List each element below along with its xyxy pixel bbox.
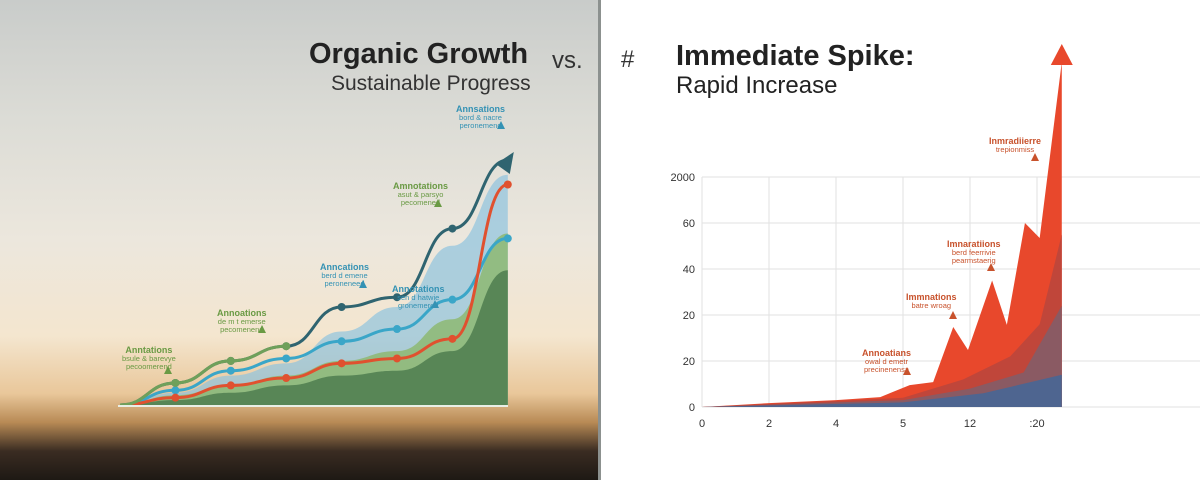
data-point <box>171 393 180 402</box>
data-point <box>226 366 235 375</box>
annotation-marker-icon <box>431 300 439 308</box>
right-annotation: Immnations batre wroag <box>906 292 957 310</box>
left-subtitle: Sustainable Progress <box>331 72 531 95</box>
annotation-text: pecoomerend <box>125 362 172 371</box>
x-tick-label: 5 <box>900 418 906 430</box>
area-band-2 <box>120 270 508 405</box>
data-point <box>503 180 512 189</box>
annotation-marker-icon <box>497 121 505 129</box>
annotation-text: bsule & barevye <box>122 354 176 363</box>
annotation-title: Amnotations <box>393 181 448 191</box>
annotation-text: bord & nacre <box>459 113 502 122</box>
annotation-marker-icon <box>359 280 367 288</box>
annotation-title: Annotations <box>392 284 445 294</box>
annotation-marker-icon <box>949 311 957 319</box>
annotation-text: pearmstaerig <box>951 256 996 265</box>
left-annotation: Annoations de m t emerse pecomenend <box>217 308 267 334</box>
area-band-1 <box>120 233 508 405</box>
annotation-text: pecomenend <box>220 325 264 334</box>
data-point <box>448 224 457 233</box>
right-annotation: Imnaratiions berd feerrivie pearmstaerig <box>947 239 1001 265</box>
data-point <box>503 234 512 243</box>
annotation-title: Annoations <box>217 308 267 318</box>
annotation-marker-icon <box>1031 153 1039 161</box>
right-annotation: Inmradiierre trepionmiss <box>989 136 1041 154</box>
annotation-text: owal d emetr <box>865 357 908 366</box>
data-point <box>393 325 401 334</box>
left-annotation: Amnotations asut & parsyo pecomened <box>393 181 448 207</box>
annotation-text: peronemend <box>459 121 502 130</box>
y-tick-label: 0 <box>689 402 695 414</box>
annotation-title: Annoatians <box>862 348 912 358</box>
annotation-marker-icon <box>903 367 911 375</box>
panel-divider <box>598 0 601 480</box>
data-point <box>282 354 291 363</box>
left-title: Organic Growth <box>309 38 529 70</box>
organic-growth-chart <box>118 152 514 407</box>
annotation-text: batre wroag <box>911 301 952 310</box>
left-annotation: Anncations berd d emene peroneneed <box>320 262 369 288</box>
annotation-text: asut & parsyo <box>397 190 444 199</box>
annotation-text: pecomened <box>400 198 441 207</box>
annotation-title: Annsations <box>456 104 506 114</box>
data-point <box>226 381 235 390</box>
data-point <box>448 295 457 304</box>
spike-area-3 <box>702 374 1062 407</box>
annotation-text: peroneneed <box>324 279 365 288</box>
annotation-text: berd feerrivie <box>951 248 996 257</box>
annotation-title: Imnaratiions <box>947 239 1001 249</box>
annotation-text: precinenensa <box>863 365 910 374</box>
annotation-text: sen d hatwie <box>397 293 440 302</box>
hash-symbol: # <box>621 46 635 73</box>
arrow-head-icon <box>495 152 514 174</box>
right-subtitle: Rapid Increase <box>676 72 838 99</box>
data-point <box>337 303 346 311</box>
data-point <box>171 386 180 395</box>
left-annotation: Annotations sen d hatwie gronemered <box>392 284 445 310</box>
data-point <box>282 374 291 383</box>
annotation-title: Immnations <box>906 292 957 302</box>
data-point <box>171 378 180 387</box>
left-annotation: Annsations bord & nacre peronemend <box>456 104 505 130</box>
right-title: Immediate Spike: <box>676 40 915 72</box>
vs-separator: vs. <box>552 47 583 74</box>
data-point <box>337 359 346 368</box>
arrow-head-icon <box>1050 44 1073 65</box>
series-line-2 <box>119 183 509 407</box>
annotation-marker-icon <box>164 366 172 374</box>
y-tick-label: 2000 <box>671 172 695 184</box>
annotation-title: Inmradiierre <box>989 136 1042 146</box>
annotation-title: Anncations <box>320 262 370 272</box>
data-point <box>226 356 235 365</box>
annotation-text: trepionmiss <box>995 145 1035 154</box>
data-point <box>282 342 291 351</box>
right-annotation: Annoatians owal d emetr precinenensa <box>862 348 911 374</box>
left-annotation: Anntations bsule & barevye pecoomerend <box>122 345 176 371</box>
series-line-3 <box>119 344 287 407</box>
data-point <box>448 334 457 343</box>
data-point <box>393 293 401 302</box>
data-point <box>393 354 401 363</box>
annotation-marker-icon <box>434 199 442 207</box>
annotation-marker-icon <box>987 263 995 271</box>
annotation-text: berd d emene <box>321 271 368 280</box>
data-point <box>337 337 346 346</box>
x-tick-label: 12 <box>964 418 976 430</box>
area-band-0 <box>120 174 508 405</box>
x-tick-label: 2 <box>766 418 772 430</box>
y-tick-label: 20 <box>683 356 695 368</box>
annotation-title: Anntations <box>125 345 173 355</box>
annotation-text: de m t emerse <box>217 317 266 326</box>
x-tick-label: 4 <box>833 418 839 430</box>
y-tick-label: 60 <box>683 218 695 230</box>
x-tick-label: :20 <box>1029 418 1044 430</box>
y-tick-label: 40 <box>683 264 695 276</box>
annotation-marker-icon <box>258 325 266 333</box>
x-tick-label: 0 <box>699 418 705 430</box>
annotation-text: gronemered <box>398 301 439 310</box>
y-tick-label: 20 <box>683 310 695 322</box>
